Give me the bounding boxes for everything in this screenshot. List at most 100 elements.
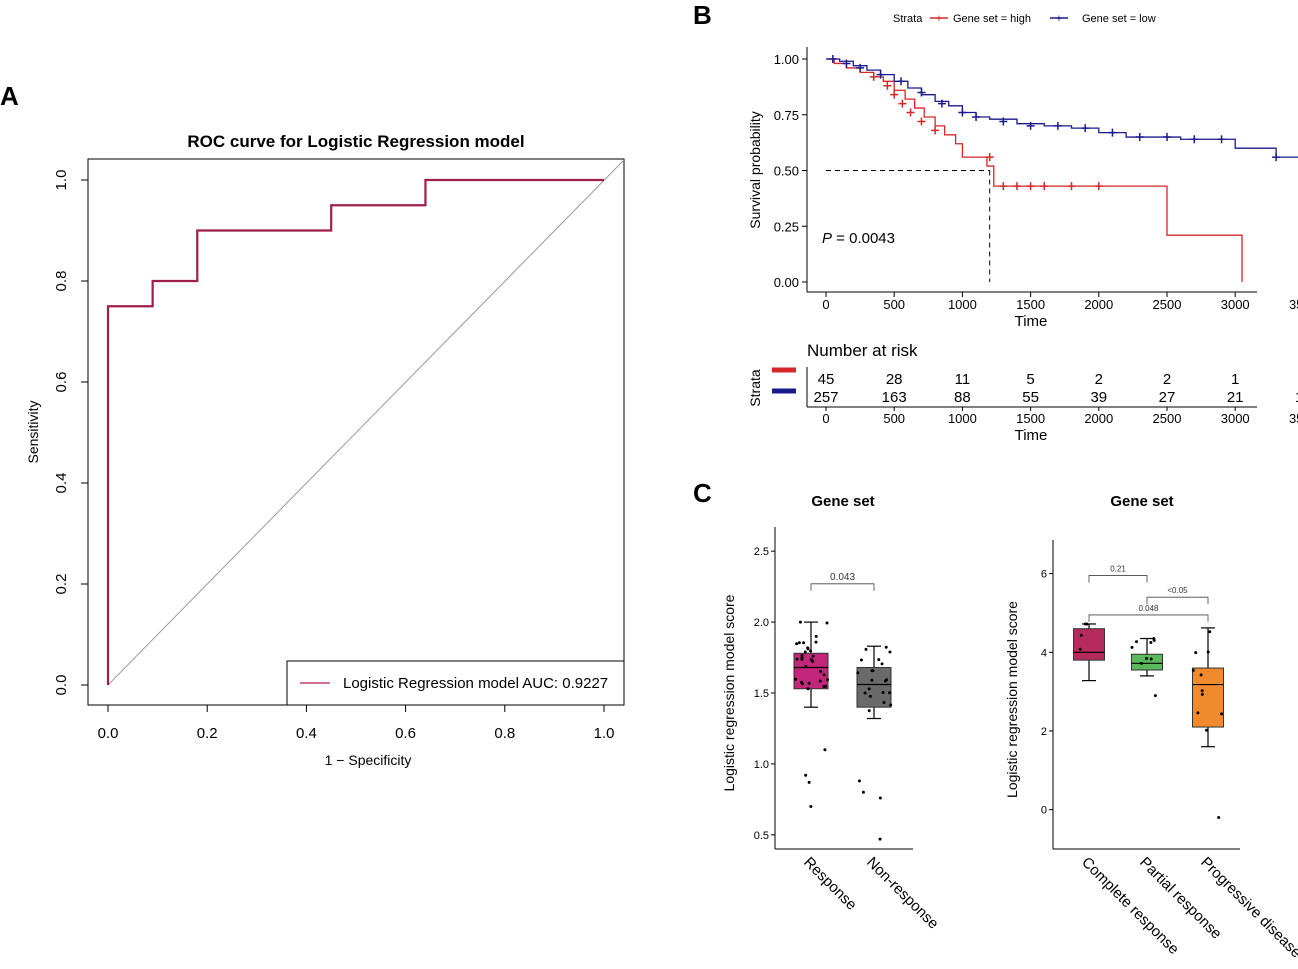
km-median-lines (826, 170, 991, 282)
km-censor-high (917, 117, 926, 126)
km-censor-low (999, 117, 1008, 126)
risk-cell-high: 28 (886, 371, 903, 388)
km-censor-high (985, 153, 994, 162)
risk-xtick-label: 2000 (1084, 411, 1113, 426)
km-censor-high (931, 126, 940, 135)
panel-b: B Strata + Gene set = high + Gene set = … (693, 0, 1298, 444)
km-curve-low (826, 58, 1298, 158)
box-jitter-point (826, 678, 830, 682)
box-jitter-point (888, 650, 892, 654)
km-xtick-label: 1500 (1016, 297, 1045, 312)
boxplot-ytick-label: 0 (1041, 805, 1047, 817)
risk-cells: 4525702816350011881000555150023920002272… (813, 371, 1298, 426)
km-ytick-label: 1.00 (774, 52, 799, 67)
box-outlier-point (857, 779, 861, 783)
box-jitter-point (863, 691, 867, 695)
box-jitter-point (884, 645, 888, 649)
roc-axis-ticks: 0.0 0.2 0.4 0.6 0.8 1.0 0.0 0.2 0.4 0.6 0.8 1.0 (53, 170, 614, 742)
box-jitter-point (1149, 657, 1153, 661)
km-censor-high (883, 81, 892, 90)
box-jitter-point (1191, 668, 1195, 672)
km-pvalue-value: = 0.0043 (832, 230, 895, 247)
km-censor-low (828, 55, 837, 63)
risk-cell-low: 163 (882, 389, 907, 406)
km-censor-low (1163, 133, 1171, 142)
boxplot-category-label: Progressive disease (1197, 854, 1298, 962)
comparison-bracket (810, 583, 875, 591)
box-jitter-point (1079, 633, 1083, 637)
box-outlier-point (823, 748, 827, 752)
box-outlier-point (807, 780, 811, 784)
box-jitter-point (1152, 638, 1156, 642)
box-jitter-point (1220, 712, 1224, 716)
box-jitter-point (1139, 661, 1143, 665)
km-xtick-label: 0 (822, 297, 829, 312)
box-jitter-point (882, 701, 886, 705)
box-jitter-point (1200, 689, 1204, 693)
box-jitter-point (807, 681, 811, 685)
box-jitter-point (794, 677, 798, 681)
box-jitter-point (809, 649, 813, 653)
box-iqr (1073, 628, 1105, 661)
box-outlier-point (804, 773, 808, 777)
km-censor-high (1026, 182, 1035, 191)
km-censor-low (1135, 133, 1144, 142)
roc-ytick-label: 0.0 (53, 675, 70, 696)
box-jitter-point (823, 684, 827, 688)
roc-legend: Logistic Regression model AUC: 0.9227 (286, 660, 625, 706)
box-jitter-point (1078, 647, 1082, 651)
box-jitter-point (800, 680, 804, 684)
km-censor-high (1012, 182, 1021, 191)
km-censor-high (1067, 182, 1076, 191)
box-jitter-point (822, 673, 826, 677)
box-jitter-point (804, 664, 808, 668)
box-outlier-point (861, 790, 865, 794)
km-pvalue-p: P (822, 230, 832, 247)
roc-ytick-label: 0.6 (53, 372, 70, 393)
km-legend-high-label: Gene set = high (953, 13, 1031, 25)
risk-cell-high: 45 (818, 371, 835, 388)
risk-cell-high: 2 (1163, 371, 1171, 388)
roc-xtick-label: 0.4 (296, 725, 317, 742)
boxplot-ytick-label: 6 (1041, 569, 1047, 581)
km-legend-high-marker: + (936, 13, 942, 25)
roc-ytick-label: 0.4 (53, 473, 70, 494)
box-jitter-point (1085, 622, 1089, 626)
boxplot-title: Gene set (811, 493, 874, 510)
comparison-pvalue: 0.21 (1110, 565, 1126, 574)
risk-xtick-label: 2500 (1153, 411, 1182, 426)
box-jitter-point (864, 647, 868, 651)
box-jitter-point (797, 641, 801, 645)
km-xtick-label: 3000 (1221, 297, 1250, 312)
risk-table-title: Number at risk (807, 341, 918, 360)
box-iqr (1131, 653, 1163, 671)
km-xtick-label: 1000 (948, 297, 977, 312)
box-jitter-point (1194, 651, 1198, 655)
box-jitter-point (802, 641, 806, 645)
boxplot-category-label: Non-response (863, 854, 942, 933)
risk-cell-high: 2 (1095, 371, 1103, 388)
km-legend: Strata + Gene set = high + Gene set = lo… (893, 13, 1156, 25)
km-censor-low (972, 112, 981, 121)
box-jitter-point (803, 650, 807, 654)
boxplot-ylabel: Logistic regression model score (1004, 601, 1020, 798)
roc-xtick-label: 0.8 (494, 725, 515, 742)
roc-ytick-label: 1.0 (53, 170, 70, 191)
box-jitter-point (1144, 657, 1148, 661)
km-censor-low (1190, 135, 1199, 144)
boxplot-ytick-label: 2 (1041, 726, 1047, 738)
roc-xtick-label: 0.6 (395, 725, 416, 742)
comparison-pvalue: 0.048 (1138, 604, 1159, 613)
km-censor-high (898, 99, 907, 108)
boxplot-ytick-label: 2.0 (754, 617, 769, 629)
km-legend-low-marker: + (1056, 13, 1062, 25)
box-jitter-point (811, 654, 815, 658)
box-jitter-point (868, 694, 872, 698)
km-censor-high (869, 72, 878, 81)
risk-cell-low: 88 (954, 389, 971, 406)
risk-cell-low: 39 (1090, 389, 1107, 406)
box-jitter-point (1130, 645, 1134, 649)
box-outlier-point (878, 837, 882, 841)
box-jitter-point (1135, 640, 1139, 644)
